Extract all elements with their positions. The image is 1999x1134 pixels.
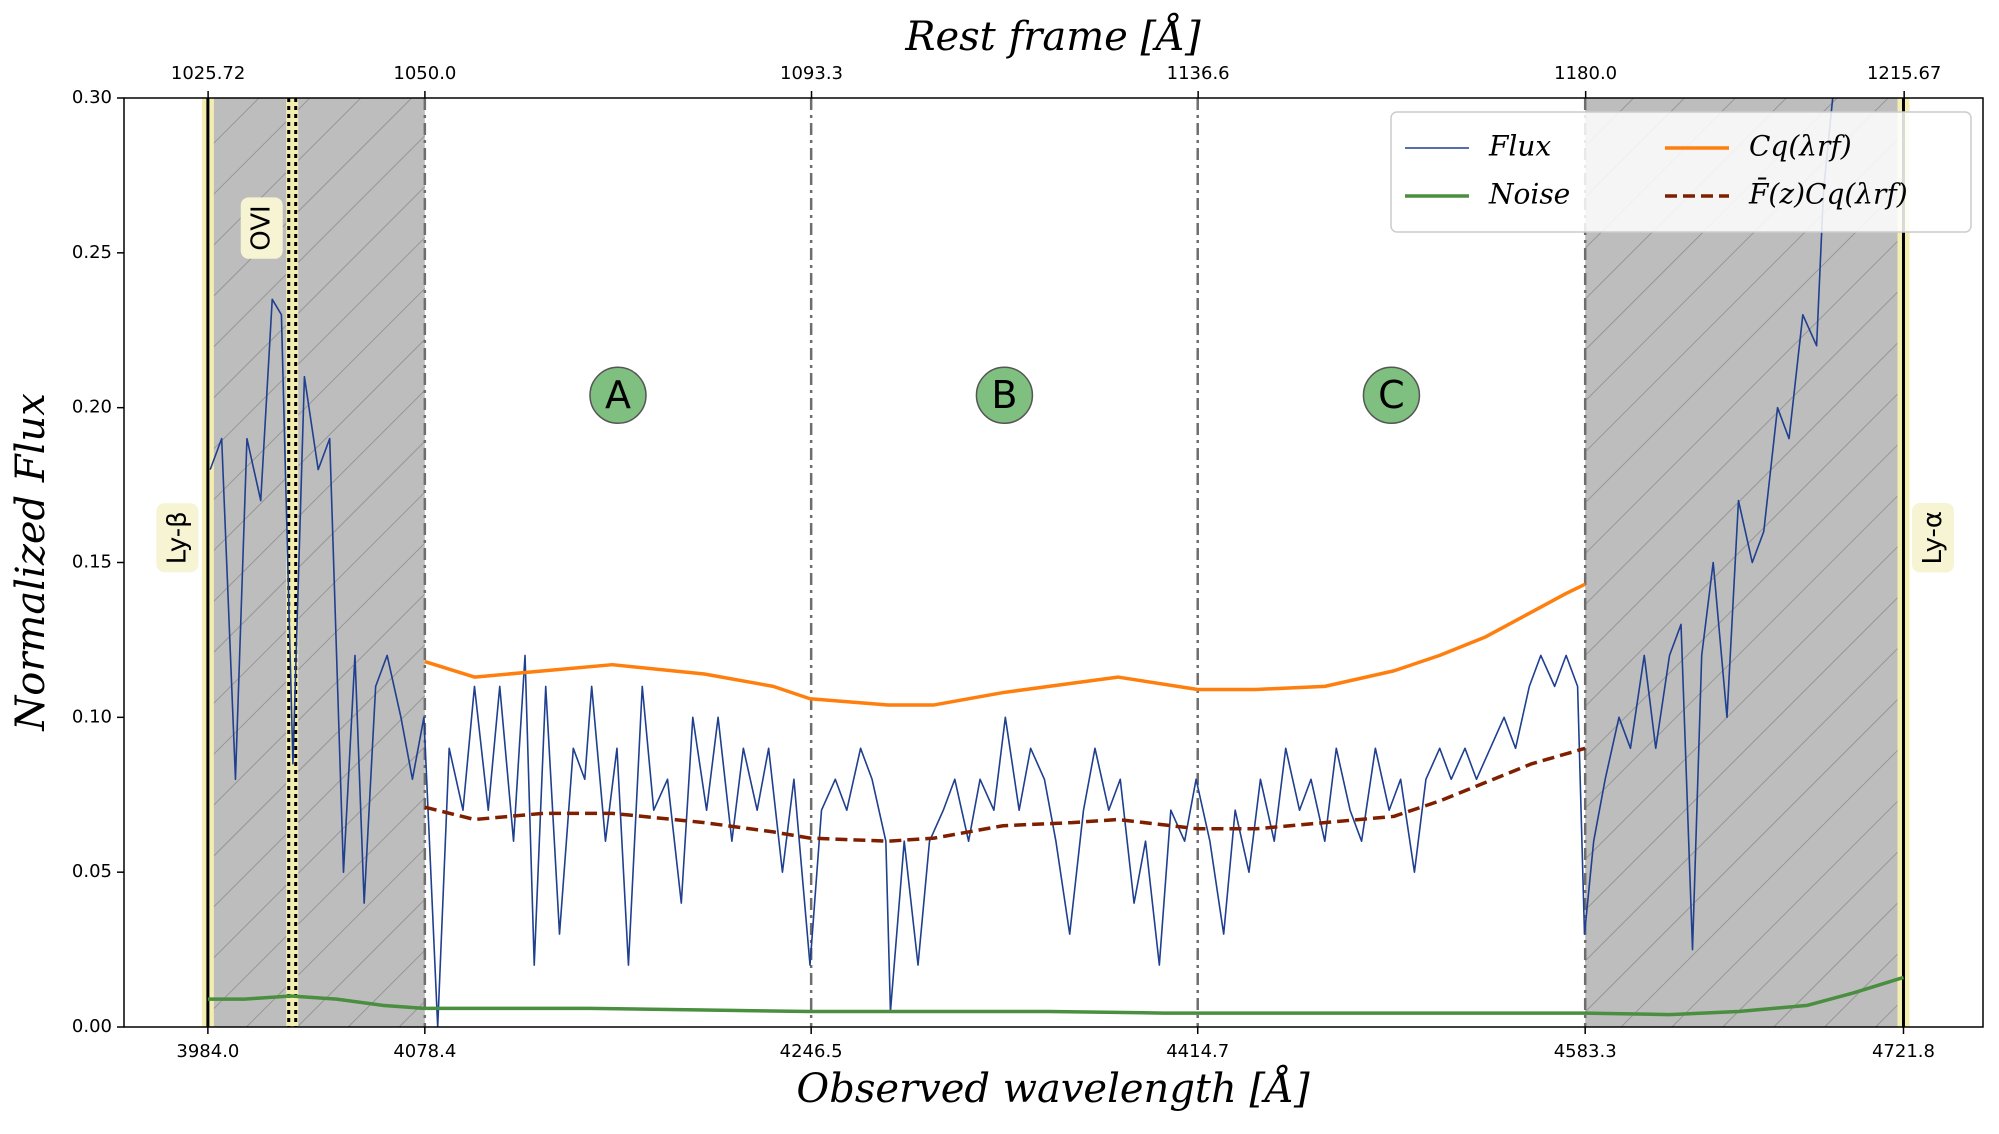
series-line <box>209 98 1834 1027</box>
y-tick-label: 0.20 <box>72 397 112 418</box>
top-tick-label: 1180.0 <box>1554 63 1617 84</box>
emission-label-text: OVI <box>247 205 277 250</box>
emission-label-text: Ly-α <box>1918 511 1948 565</box>
label-box <box>1911 502 1954 573</box>
y-tick-label: 0.15 <box>72 552 112 573</box>
y-tick-label: 0.05 <box>72 861 112 882</box>
legend-label: Noise <box>1488 178 1570 211</box>
top-tick-label: 1050.0 <box>393 63 456 84</box>
y-tick-label: 0.30 <box>72 87 112 108</box>
region-marker <box>589 366 647 425</box>
x-tick-label: 4246.5 <box>780 1041 843 1062</box>
series-line <box>207 975 1904 1017</box>
top-tick-label: 1093.3 <box>780 63 843 84</box>
x-tick-label: 3984.0 <box>176 1041 239 1062</box>
x-tick-label: 4583.3 <box>1554 1041 1617 1062</box>
legend-label: Flux <box>1488 130 1551 163</box>
emission-label: OVI <box>240 197 283 259</box>
series-line <box>424 582 1586 707</box>
region-label: B <box>991 373 1017 417</box>
masked-hatch <box>207 98 425 1027</box>
emission-label: Ly-α <box>1911 502 1954 573</box>
legend-label: Cq(λrf) <box>1749 130 1852 163</box>
top-tick-label: 1136.6 <box>1167 63 1230 84</box>
y-tick-label: 0.00 <box>72 1016 112 1037</box>
series-line <box>424 746 1586 843</box>
region-label: C <box>1378 373 1405 417</box>
top-axis-label: Rest frame [Å] <box>904 13 1201 60</box>
masked-hatch <box>1585 98 1904 1027</box>
x-tick-label: 4721.8 <box>1872 1041 1935 1062</box>
region-label: A <box>605 373 631 417</box>
x-tick-label: 4078.4 <box>393 1041 456 1062</box>
y-axis-label: Normalized Flux <box>8 393 54 732</box>
legend-box <box>1390 111 1972 233</box>
x-tick-label: 4414.7 <box>1166 1041 1229 1062</box>
x-axis-label: Observed wavelength [Å] <box>796 1065 1310 1112</box>
emission-label-text: Ly-β <box>162 511 192 564</box>
y-tick-label: 0.25 <box>72 242 112 263</box>
emission-label: Ly-β <box>156 503 199 573</box>
top-tick-label: 1025.72 <box>171 63 245 84</box>
label-box <box>240 197 283 259</box>
plot-area <box>207 98 1904 1027</box>
region-marker <box>975 366 1034 425</box>
label-box <box>156 503 199 573</box>
legend-label: F̄(z)Cq(λrf) <box>1748 176 1908 210</box>
y-tick-label: 0.10 <box>72 706 112 727</box>
top-tick-label: 1215.67 <box>1867 63 1941 84</box>
region-marker <box>1362 366 1421 425</box>
